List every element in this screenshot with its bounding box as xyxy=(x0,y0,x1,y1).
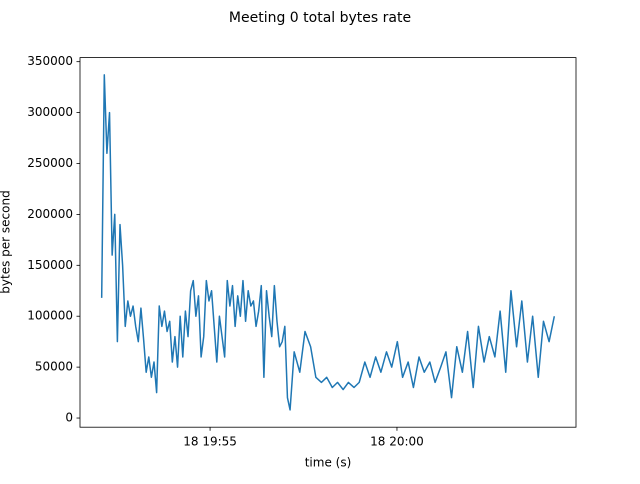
y-tick-label: 100000 xyxy=(27,309,73,323)
data-line xyxy=(100,74,556,411)
y-tick-label: 200000 xyxy=(27,207,73,221)
y-axis-label: bytes per second xyxy=(0,190,13,293)
y-tick-label: 0 xyxy=(65,411,73,425)
x-axis-label: time (s) xyxy=(305,456,352,470)
chart-title: Meeting 0 total bytes rate xyxy=(229,10,411,26)
y-tick-label: 150000 xyxy=(27,258,73,272)
y-tick-label: 300000 xyxy=(27,105,73,119)
plot-frame xyxy=(79,57,577,428)
x-tick-label: 18 19:55 xyxy=(183,435,237,449)
y-tick-label: 350000 xyxy=(27,54,73,68)
x-tick-label: 18 20:00 xyxy=(370,435,424,449)
y-tick-label: 250000 xyxy=(27,156,73,170)
y-tick-label: 50000 xyxy=(35,360,73,374)
